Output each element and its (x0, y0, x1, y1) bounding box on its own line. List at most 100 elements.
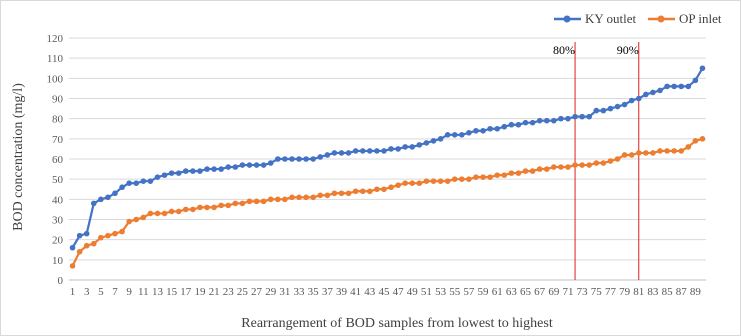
data-point-op (586, 162, 593, 168)
data-point-ky (246, 162, 253, 168)
data-point-ky (515, 121, 522, 128)
x-tick-label: 45 (378, 286, 390, 298)
x-axis-label: Rearrangement of BOD samples from lowest… (241, 316, 553, 331)
gridlines (69, 37, 706, 281)
x-tick-label: 83 (647, 286, 659, 298)
data-point-op (388, 184, 394, 191)
data-point-op (260, 198, 267, 205)
data-point-ky (664, 83, 670, 90)
y-tick-label: 120 (47, 33, 64, 45)
data-point-op (274, 196, 281, 203)
x-tick-label: 25 (237, 286, 249, 298)
data-point-op (253, 198, 260, 205)
data-point-ky (551, 117, 557, 124)
data-point-op (90, 240, 97, 247)
data-point-op (409, 180, 416, 186)
data-point-ky (359, 148, 366, 154)
data-point-ky (388, 146, 394, 152)
data-point-op (628, 152, 635, 158)
data-point-op (204, 204, 210, 211)
data-point-op (657, 148, 663, 154)
data-point-ky (211, 166, 217, 172)
data-point-ky (168, 170, 175, 176)
data-point-ky (345, 150, 352, 156)
data-point-ky (671, 83, 677, 90)
data-point-ky (607, 105, 614, 112)
x-tick-label: 69 (548, 286, 560, 298)
data-point-ky (501, 123, 508, 130)
y-tick-label: 0 (58, 275, 64, 287)
data-point-op (367, 188, 373, 195)
data-point-ky (105, 194, 111, 201)
x-tick-label: 85 (662, 286, 674, 298)
data-point-ky (416, 142, 423, 148)
data-point-op (352, 188, 359, 195)
data-point-ky (522, 119, 529, 126)
y-tick-label: 70 (52, 134, 64, 146)
data-point-ky (444, 132, 451, 138)
x-tick-label: 49 (407, 286, 419, 298)
x-tick-label: 51 (421, 286, 432, 298)
data-point-ky (282, 156, 288, 162)
y-tick-label: 80 (52, 114, 64, 126)
data-point-ky (628, 97, 635, 104)
legend-marker-ky (563, 15, 571, 23)
x-tick-label: 5 (98, 286, 104, 298)
x-tick-label: 87 (676, 286, 688, 298)
y-tick-label: 20 (52, 235, 64, 247)
data-point-op (650, 150, 656, 156)
data-point-op (643, 150, 649, 156)
series-group (69, 65, 706, 269)
x-tick-label: 57 (463, 286, 475, 298)
data-point-ky (437, 136, 444, 142)
data-point-op (459, 176, 465, 182)
data-point-ky (367, 148, 373, 154)
data-point-op (522, 168, 529, 174)
data-point-ky (395, 146, 401, 152)
data-point-op (303, 194, 309, 201)
x-tick-label: 77 (605, 286, 617, 298)
x-tick-label: 53 (435, 286, 447, 298)
data-point-ky (232, 164, 239, 170)
data-point-op (699, 136, 706, 142)
x-tick-label: 15 (166, 286, 178, 298)
data-point-op (430, 178, 437, 184)
data-point-op (551, 164, 557, 170)
y-axis-ticks: 0 10 20 30 40 50 60 70 80 90 100 110 120 (47, 33, 64, 287)
data-point-op (76, 248, 83, 255)
x-axis-ticks: 1 3 5 7 9 11 13 15 17 19 21 23 25 27 29 31 33 35 37 39 41 43 4… (70, 286, 702, 298)
data-point-ky (274, 156, 281, 162)
data-point-op (565, 164, 571, 170)
data-point-op (359, 188, 366, 195)
data-point-op (494, 172, 501, 178)
data-point-ky (112, 190, 118, 197)
data-point-ky (529, 119, 536, 126)
data-point-ky (692, 77, 699, 84)
data-point-op (444, 178, 451, 184)
data-point-ky (267, 160, 274, 166)
x-tick-label: 37 (322, 286, 334, 298)
data-point-ky (303, 156, 309, 162)
x-tick-label: 79 (619, 286, 631, 298)
data-point-ky (643, 91, 649, 98)
data-point-ky (69, 244, 76, 251)
y-tick-label: 50 (52, 174, 64, 186)
y-tick-label: 60 (52, 154, 64, 166)
data-point-op (182, 206, 189, 213)
data-point-op (105, 232, 111, 239)
data-point-ky (565, 115, 571, 122)
data-point-op (473, 174, 479, 180)
data-point-ky (310, 156, 316, 162)
data-point-op (374, 186, 380, 193)
data-point-ky (374, 148, 380, 154)
x-tick-label: 65 (520, 286, 532, 298)
data-point-op (154, 210, 161, 217)
x-tick-label: 43 (364, 286, 376, 298)
data-point-ky (338, 150, 345, 156)
x-tick-label: 23 (223, 286, 235, 298)
data-point-ky (621, 101, 628, 108)
data-point-ky (154, 174, 161, 180)
data-point-op (543, 166, 550, 172)
series-line-op (71, 137, 703, 267)
